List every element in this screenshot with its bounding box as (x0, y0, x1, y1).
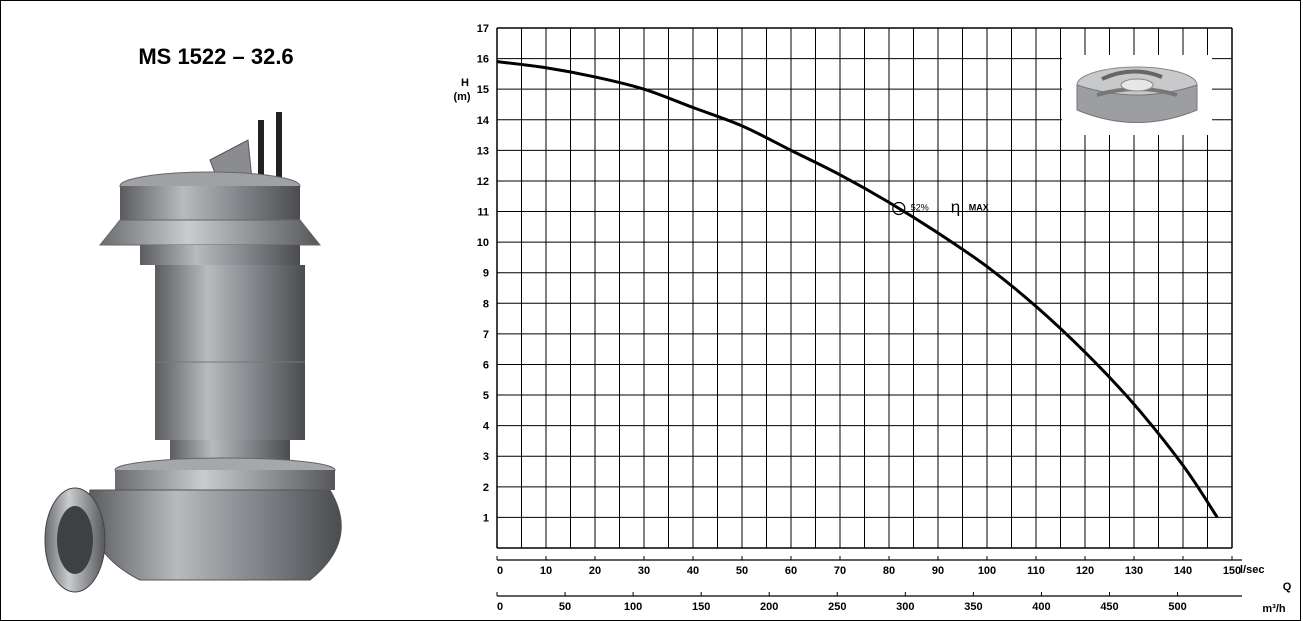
y-tick-label: 3 (483, 451, 489, 463)
x2-tick-label: 350 (964, 601, 982, 613)
series-line (496, 60, 1219, 519)
y-tick-label: 10 (477, 237, 489, 249)
y-tick-label: 13 (477, 145, 489, 157)
y-tick-label: 8 (483, 298, 489, 310)
x-tick-label: 40 (687, 565, 699, 577)
chart-grid (496, 27, 1233, 549)
x2-tick-label: 450 (1100, 601, 1118, 613)
x-tick-label: 140 (1174, 565, 1192, 577)
x-tick-label: 20 (589, 565, 601, 577)
x-tick-label: 50 (736, 565, 748, 577)
x-axis-unit-m3h: m³/h (1262, 603, 1286, 615)
y-tick-label: 6 (483, 359, 489, 371)
y-tick-label: 12 (477, 176, 489, 188)
x-tick-label: 150 (1223, 565, 1241, 577)
x-tick-label: 10 (540, 565, 552, 577)
x2-tick-label: 150 (692, 601, 710, 613)
x-tick-label: 60 (785, 565, 797, 577)
y-axis-label-unit: (m) (453, 91, 470, 103)
eta-max-label: MAX (969, 202, 989, 212)
y-tick-label: 5 (483, 390, 489, 402)
y-tick-label: 11 (477, 207, 489, 219)
x-axis-label-q: Q (1283, 581, 1292, 593)
y-tick-label: 15 (477, 84, 489, 96)
x-tick-label: 100 (978, 565, 996, 577)
x-tick-label: 70 (834, 565, 846, 577)
efficiency-marker (892, 201, 906, 216)
x-axis-lsec-ticks: 0 10 20 30 40 50 60 70 80 90 100 110 120 130 140 150 (496, 556, 1242, 577)
y-tick-label: 14 (477, 115, 490, 127)
y-tick-label: 16 (477, 54, 489, 66)
x-axis-unit-lsec: l/sec (1240, 564, 1264, 576)
y-tick-label: 7 (483, 329, 489, 341)
x-tick-label: 130 (1125, 565, 1143, 577)
x2-tick-label: 250 (828, 601, 846, 613)
y-tick-label: 1 (483, 512, 489, 524)
x-tick-label: 110 (1027, 565, 1045, 577)
x2-tick-label: 200 (760, 601, 778, 613)
x2-tick-label: 0 (497, 601, 503, 613)
efficiency-label: 52% (911, 202, 929, 212)
product-panel: MS 1522 – 32.6 (0, 0, 432, 621)
y-tick-label: 17 (477, 23, 489, 35)
x-axis-m3h-ticks: 0 50 100 150 200 250 300 350 400 450 500 (496, 592, 1242, 613)
x-tick-label: 80 (883, 565, 895, 577)
x-tick-label: 90 (932, 565, 944, 577)
x-tick-label: 30 (638, 565, 650, 577)
x2-tick-label: 300 (896, 601, 914, 613)
y-tick-label: 2 (483, 482, 489, 494)
x-tick-label: 0 (497, 565, 503, 577)
y-tick-label: 4 (483, 421, 490, 433)
impeller-icon (1062, 55, 1212, 135)
pump-image (44, 112, 342, 593)
eta-symbol: η (951, 197, 960, 216)
y-axis-label-h: H (461, 77, 469, 89)
x2-tick-label: 100 (624, 601, 642, 613)
x2-tick-label: 500 (1168, 601, 1186, 613)
x2-tick-label: 50 (559, 601, 571, 613)
x2-tick-label: 400 (1032, 601, 1050, 613)
model-title: MS 1522 – 32.6 (138, 44, 294, 69)
x-tick-label: 120 (1076, 565, 1094, 577)
y-tick-label: 9 (483, 268, 489, 280)
